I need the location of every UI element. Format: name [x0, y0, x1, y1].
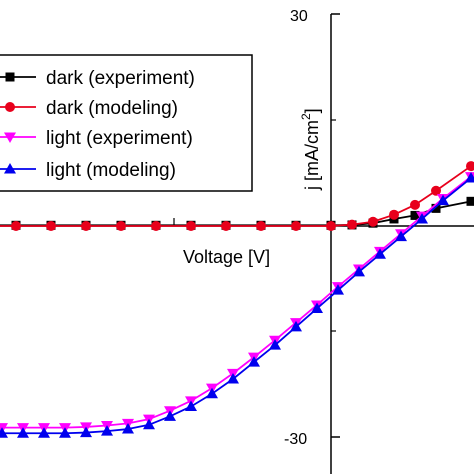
series-line-dark-experiment	[0, 200, 472, 227]
legend-box	[0, 54, 253, 192]
data-point-light-modeling-23	[248, 356, 260, 367]
data-point-dark-experiment-20	[410, 210, 420, 220]
data-point-dark-modeling-22	[466, 161, 474, 172]
legend-label-light-experiment: light (experiment)	[46, 128, 193, 149]
legend-marker-dark-experiment	[5, 72, 15, 82]
data-point-light-modeling-11	[0, 427, 8, 438]
data-point-dark-modeling-12	[186, 221, 196, 231]
data-point-light-modeling-12	[17, 427, 29, 438]
data-point-light-modeling-14	[59, 427, 71, 438]
data-point-light-modeling-19	[164, 410, 176, 421]
legend-marker-dark-modeling	[5, 102, 15, 112]
data-point-light-modeling-15	[80, 426, 92, 438]
series-line-light-modeling	[0, 177, 472, 435]
data-point-light-modeling-18	[143, 418, 155, 430]
legend-label-dark-modeling: dark (modeling)	[46, 98, 178, 119]
data-point-dark-experiment-21	[431, 203, 441, 213]
data-point-light-modeling-27	[332, 284, 344, 295]
data-point-light-modeling-33	[465, 172, 474, 183]
data-point-dark-modeling-15	[291, 221, 301, 231]
data-point-light-modeling-25	[290, 320, 302, 332]
data-point-light-modeling-21	[206, 387, 218, 399]
legend-marker-light-experiment	[4, 132, 16, 143]
legend: dark (experiment) dark (modeling) light (e…	[0, 54, 253, 192]
data-point-light-modeling-29	[374, 248, 386, 259]
data-point-dark-modeling-10	[116, 221, 126, 231]
y-axis-title-main: j [mA/cm	[302, 120, 322, 191]
data-point-dark-modeling-17	[347, 219, 357, 230]
y-tick-label-bottom: -30	[284, 431, 307, 448]
data-point-dark-modeling-19	[389, 209, 399, 220]
y-axis-title: j [mA/cm2]	[299, 108, 322, 191]
data-point-light-modeling-28	[353, 265, 365, 277]
data-point-light-modeling-22	[227, 372, 239, 384]
series-light-modeling	[0, 172, 474, 438]
y-axis-title-close: ]	[302, 108, 322, 113]
data-point-light-modeling-26	[311, 302, 323, 313]
data-point-dark-modeling-8	[46, 221, 56, 231]
data-point-dark-modeling-18	[368, 216, 378, 227]
data-point-dark-modeling-9	[81, 221, 91, 231]
data-point-dark-modeling-20	[410, 199, 420, 210]
data-point-dark-experiment-22	[466, 196, 474, 206]
y-tick-label-top: 30	[290, 8, 308, 25]
legend-marker-light-modeling	[4, 163, 16, 174]
x-axis-title: Voltage [V]	[183, 247, 270, 267]
series-line-light-experiment	[0, 175, 472, 429]
data-point-light-modeling-31	[416, 212, 428, 224]
series-dark-modeling	[0, 161, 474, 231]
data-point-dark-modeling-16	[326, 221, 336, 231]
data-point-light-modeling-32	[437, 194, 449, 206]
data-point-light-modeling-30	[395, 230, 407, 242]
data-point-dark-modeling-7	[11, 221, 21, 231]
legend-label-light-modeling: light (modeling)	[46, 160, 176, 181]
legend-label-dark-experiment: dark (experiment)	[46, 68, 195, 89]
data-point-dark-modeling-13	[221, 221, 231, 231]
data-point-light-modeling-24	[269, 339, 281, 350]
y-axis-title-superscript: 2	[299, 113, 313, 120]
data-point-dark-modeling-21	[431, 185, 441, 196]
data-point-dark-modeling-14	[256, 221, 266, 231]
data-point-light-modeling-20	[185, 400, 197, 411]
series-dark-experiment	[0, 196, 474, 230]
data-point-dark-modeling-11	[151, 221, 161, 231]
data-point-light-modeling-16	[101, 425, 113, 436]
data-point-light-modeling-13	[38, 427, 50, 438]
data-point-light-modeling-17	[122, 423, 134, 434]
